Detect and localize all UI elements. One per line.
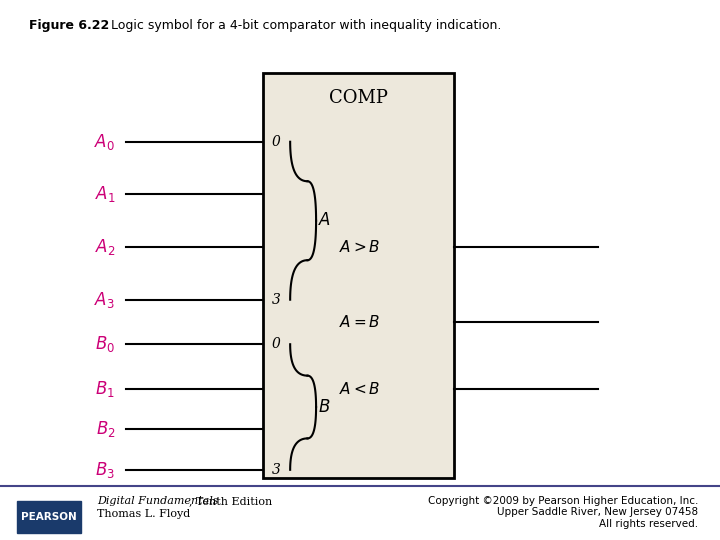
Text: $A > B$: $A > B$ xyxy=(339,239,381,255)
Text: PEARSON: PEARSON xyxy=(21,512,77,522)
FancyBboxPatch shape xyxy=(263,73,454,478)
Text: $A < B$: $A < B$ xyxy=(339,381,381,397)
Text: $A_{3}$: $A_{3}$ xyxy=(94,289,115,310)
Text: $A_{1}$: $A_{1}$ xyxy=(94,184,115,205)
Text: 3: 3 xyxy=(271,463,280,477)
Text: $A = B$: $A = B$ xyxy=(339,314,381,330)
FancyBboxPatch shape xyxy=(17,501,81,533)
Text: Copyright ©2009 by Pearson Higher Education, Inc.
Upper Saddle River, New Jersey: Copyright ©2009 by Pearson Higher Educat… xyxy=(428,496,698,529)
Text: COMP: COMP xyxy=(329,89,387,107)
Text: $B_{1}$: $B_{1}$ xyxy=(96,379,115,399)
Text: Logic symbol for a 4-bit comparator with inequality indication.: Logic symbol for a 4-bit comparator with… xyxy=(99,19,502,32)
Text: $A_{2}$: $A_{2}$ xyxy=(95,237,115,257)
Text: $A_{0}$: $A_{0}$ xyxy=(94,132,115,152)
Text: $B_{2}$: $B_{2}$ xyxy=(96,419,115,440)
Text: $A$: $A$ xyxy=(318,212,330,229)
Text: $B_{0}$: $B_{0}$ xyxy=(95,334,115,354)
Text: Figure 6.22: Figure 6.22 xyxy=(29,19,109,32)
Text: 0: 0 xyxy=(271,338,280,351)
Text: $B$: $B$ xyxy=(318,399,330,415)
Text: Digital Fundamentals: Digital Fundamentals xyxy=(97,496,219,506)
Text: 0: 0 xyxy=(271,135,280,148)
Text: Thomas L. Floyd: Thomas L. Floyd xyxy=(97,509,191,519)
Text: 3: 3 xyxy=(271,293,280,307)
Text: , Tenth Edition: , Tenth Edition xyxy=(189,496,273,506)
Text: $B_{3}$: $B_{3}$ xyxy=(95,460,115,480)
